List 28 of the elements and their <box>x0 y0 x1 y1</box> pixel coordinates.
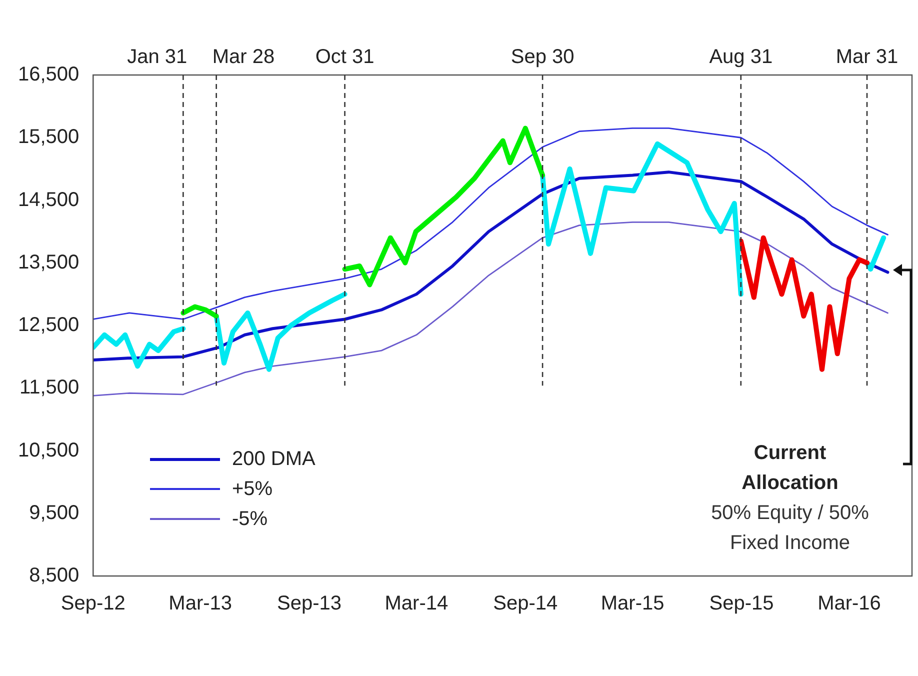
y-tick-label: 12,500 <box>18 314 80 336</box>
x-tick-label: Sep-13 <box>277 592 342 615</box>
y-tick-label: 15,500 <box>18 126 80 148</box>
y-tick-label: 8,500 <box>29 564 80 587</box>
ref-line-label: Mar 28 <box>212 46 275 68</box>
ref-line-label: Aug 31 <box>709 46 773 68</box>
x-tick-label: Mar-14 <box>384 592 448 615</box>
ref-line-label: Mar 31 <box>836 46 898 68</box>
x-tick-label: Sep-15 <box>709 592 774 615</box>
x-tick-label: Sep-12 <box>60 592 126 615</box>
legend-label: 200 DMA <box>232 448 316 470</box>
y-tick-label: 10,500 <box>18 439 80 462</box>
y-tick-label: 16,500 <box>18 64 80 86</box>
annotation: Current Allocation <box>740 441 840 496</box>
ref-line-label: Jan 31 <box>127 46 188 68</box>
x-tick-label: Sep-14 <box>493 592 558 615</box>
x-tick-label: Mar-15 <box>600 592 664 615</box>
y-tick-label: 11,500 <box>19 376 80 399</box>
annotation: 50% Equity / 50% Fixed Income <box>710 501 870 556</box>
legend-label: -5% <box>232 508 268 530</box>
x-tick-label: Mar-13 <box>168 592 232 615</box>
y-tick-label: 13,500 <box>18 251 80 274</box>
y-tick-label: 14,500 <box>18 188 80 211</box>
ref-line-label: Oct 31 <box>315 46 374 68</box>
x-tick-label: Mar-16 <box>818 592 881 615</box>
legend-label: +5% <box>232 478 273 500</box>
y-tick-label: 9,500 <box>29 502 80 524</box>
ref-line-label: Sep 30 <box>510 46 574 68</box>
